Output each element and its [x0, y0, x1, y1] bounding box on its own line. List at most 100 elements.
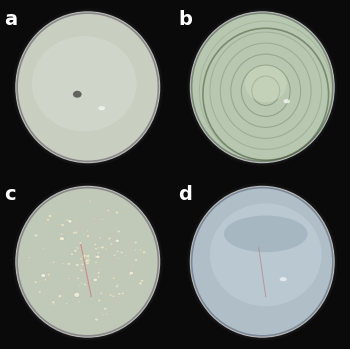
Ellipse shape: [34, 281, 37, 283]
Ellipse shape: [61, 224, 64, 227]
Ellipse shape: [190, 186, 334, 337]
Ellipse shape: [79, 225, 81, 227]
Ellipse shape: [79, 285, 81, 287]
Ellipse shape: [88, 259, 91, 261]
Text: d: d: [178, 185, 192, 204]
Ellipse shape: [86, 235, 89, 237]
Ellipse shape: [112, 295, 114, 297]
Ellipse shape: [77, 277, 79, 279]
Ellipse shape: [81, 263, 84, 265]
Ellipse shape: [121, 244, 123, 245]
Ellipse shape: [210, 203, 322, 306]
Ellipse shape: [79, 242, 82, 244]
Ellipse shape: [80, 269, 83, 272]
Ellipse shape: [67, 262, 70, 265]
Ellipse shape: [62, 265, 63, 266]
Ellipse shape: [86, 255, 90, 257]
Ellipse shape: [102, 314, 104, 315]
Ellipse shape: [280, 277, 287, 281]
Ellipse shape: [52, 301, 55, 303]
Ellipse shape: [98, 277, 100, 278]
Ellipse shape: [134, 242, 137, 244]
Ellipse shape: [42, 248, 44, 249]
Ellipse shape: [93, 273, 95, 274]
Ellipse shape: [84, 234, 85, 235]
Ellipse shape: [18, 14, 158, 161]
Ellipse shape: [45, 223, 46, 224]
Ellipse shape: [111, 294, 113, 295]
Ellipse shape: [105, 248, 107, 250]
Ellipse shape: [94, 255, 98, 258]
Ellipse shape: [97, 252, 99, 253]
Ellipse shape: [73, 232, 76, 234]
Ellipse shape: [71, 253, 73, 255]
Ellipse shape: [14, 9, 162, 165]
Ellipse shape: [102, 219, 103, 220]
Ellipse shape: [134, 249, 136, 251]
Ellipse shape: [34, 234, 38, 237]
Ellipse shape: [79, 267, 81, 268]
Ellipse shape: [73, 276, 74, 277]
Ellipse shape: [117, 258, 119, 259]
Ellipse shape: [80, 282, 82, 284]
Ellipse shape: [79, 268, 81, 269]
Text: b: b: [178, 10, 192, 29]
Ellipse shape: [96, 255, 100, 259]
Ellipse shape: [84, 283, 86, 285]
Ellipse shape: [16, 186, 160, 337]
Ellipse shape: [68, 220, 72, 223]
Ellipse shape: [97, 276, 99, 277]
Ellipse shape: [284, 99, 290, 103]
Ellipse shape: [89, 259, 90, 260]
Ellipse shape: [18, 188, 158, 335]
Ellipse shape: [95, 318, 98, 321]
Ellipse shape: [121, 292, 124, 295]
Ellipse shape: [16, 12, 160, 163]
Ellipse shape: [86, 230, 88, 231]
Ellipse shape: [94, 244, 96, 245]
Ellipse shape: [108, 310, 110, 311]
Ellipse shape: [74, 231, 77, 234]
Ellipse shape: [87, 261, 88, 262]
Ellipse shape: [139, 282, 142, 285]
Ellipse shape: [83, 254, 86, 257]
Ellipse shape: [82, 255, 85, 258]
Ellipse shape: [59, 288, 60, 289]
Ellipse shape: [73, 91, 82, 98]
Ellipse shape: [109, 294, 112, 296]
Ellipse shape: [193, 188, 332, 335]
Ellipse shape: [117, 223, 119, 224]
Ellipse shape: [140, 249, 141, 250]
Ellipse shape: [120, 251, 123, 253]
Ellipse shape: [32, 36, 137, 132]
Ellipse shape: [98, 106, 105, 110]
Ellipse shape: [113, 277, 115, 279]
Ellipse shape: [95, 223, 96, 224]
Ellipse shape: [29, 257, 30, 258]
Ellipse shape: [84, 255, 87, 257]
Ellipse shape: [116, 211, 118, 214]
Ellipse shape: [68, 278, 70, 279]
Ellipse shape: [52, 261, 55, 263]
Ellipse shape: [76, 264, 79, 266]
Ellipse shape: [188, 9, 336, 165]
Ellipse shape: [113, 254, 116, 256]
Ellipse shape: [111, 243, 113, 245]
Ellipse shape: [190, 12, 334, 163]
Ellipse shape: [118, 293, 121, 295]
Ellipse shape: [142, 251, 146, 253]
Ellipse shape: [100, 292, 103, 294]
Ellipse shape: [38, 291, 41, 293]
Ellipse shape: [104, 307, 107, 310]
Ellipse shape: [85, 260, 89, 262]
Ellipse shape: [141, 280, 144, 282]
Ellipse shape: [101, 246, 104, 249]
Ellipse shape: [89, 200, 91, 202]
Ellipse shape: [116, 285, 118, 288]
Ellipse shape: [97, 279, 98, 280]
Ellipse shape: [88, 256, 89, 258]
Ellipse shape: [98, 247, 100, 248]
Ellipse shape: [80, 258, 82, 260]
Ellipse shape: [66, 219, 69, 221]
Ellipse shape: [88, 258, 90, 260]
